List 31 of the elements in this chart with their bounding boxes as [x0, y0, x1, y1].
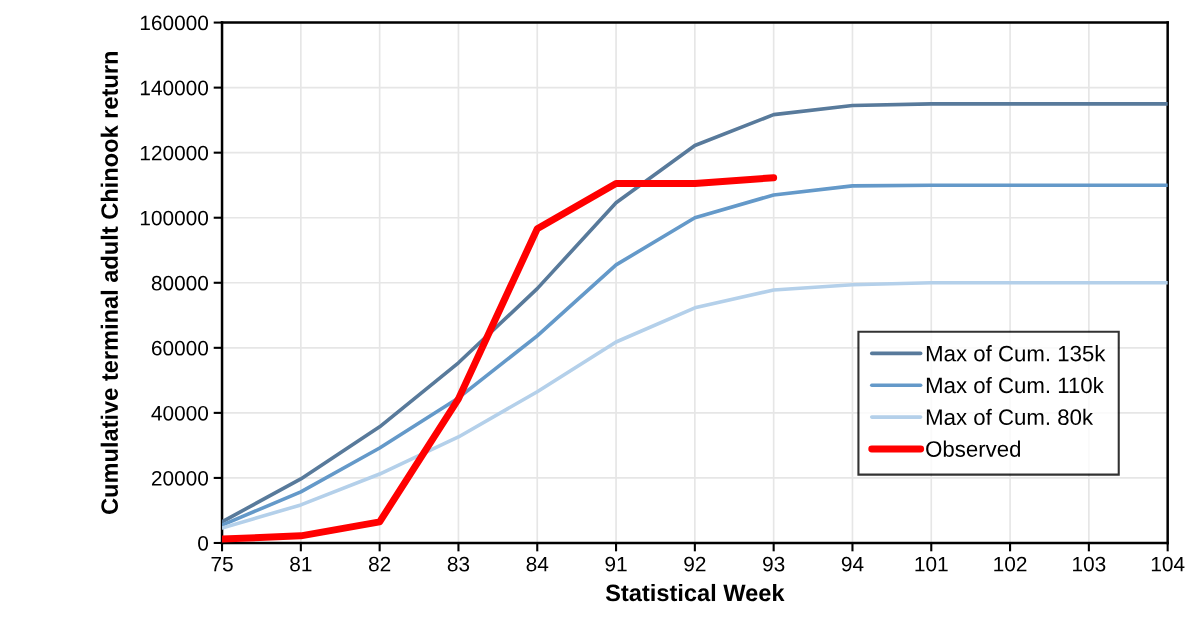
line-series	[222, 280, 1168, 530]
legend-label: Max of Cum. 135k	[926, 345, 1106, 362]
y-tick-label: 20000	[151, 470, 209, 486]
line-series	[222, 102, 1168, 524]
y-tick-label: 0	[198, 535, 209, 551]
x-tick-label: 101	[915, 556, 948, 572]
y-axis-title: Cumulative terminal adult Chinook return	[100, 52, 118, 514]
y-tick-label: 100000	[140, 210, 209, 226]
y-tick-label: 120000	[140, 145, 209, 161]
x-tick-label: 81	[290, 556, 312, 572]
y-tick-label: 40000	[151, 405, 209, 421]
x-tick-label: 102	[994, 556, 1027, 572]
x-tick-label: 104	[1151, 556, 1185, 572]
x-tick-label: 75	[211, 556, 233, 572]
x-tick-label: 103	[1073, 556, 1106, 572]
x-tick-label: 94	[841, 556, 864, 572]
x-tick-label: 93	[763, 556, 785, 572]
x-tick-label: 82	[368, 556, 391, 572]
x-tick-label: 83	[447, 556, 470, 572]
y-tick-label: 60000	[151, 340, 209, 356]
y-tick-label: 160000	[140, 15, 209, 31]
legend-label: Max of Cum. 80k	[926, 408, 1094, 426]
x-tick-label: 91	[605, 556, 627, 572]
y-tick-label: 80000	[151, 275, 209, 291]
x-tick-label: 92	[684, 556, 706, 572]
x-tick-label: 84	[526, 556, 549, 572]
y-tick-label: 140000	[140, 80, 209, 96]
legend-label: Max of Cum. 110k	[926, 376, 1104, 394]
x-axis-title: Statistical Week	[605, 583, 785, 602]
line-series	[222, 183, 1168, 527]
legend-label: Observed	[926, 440, 1021, 457]
